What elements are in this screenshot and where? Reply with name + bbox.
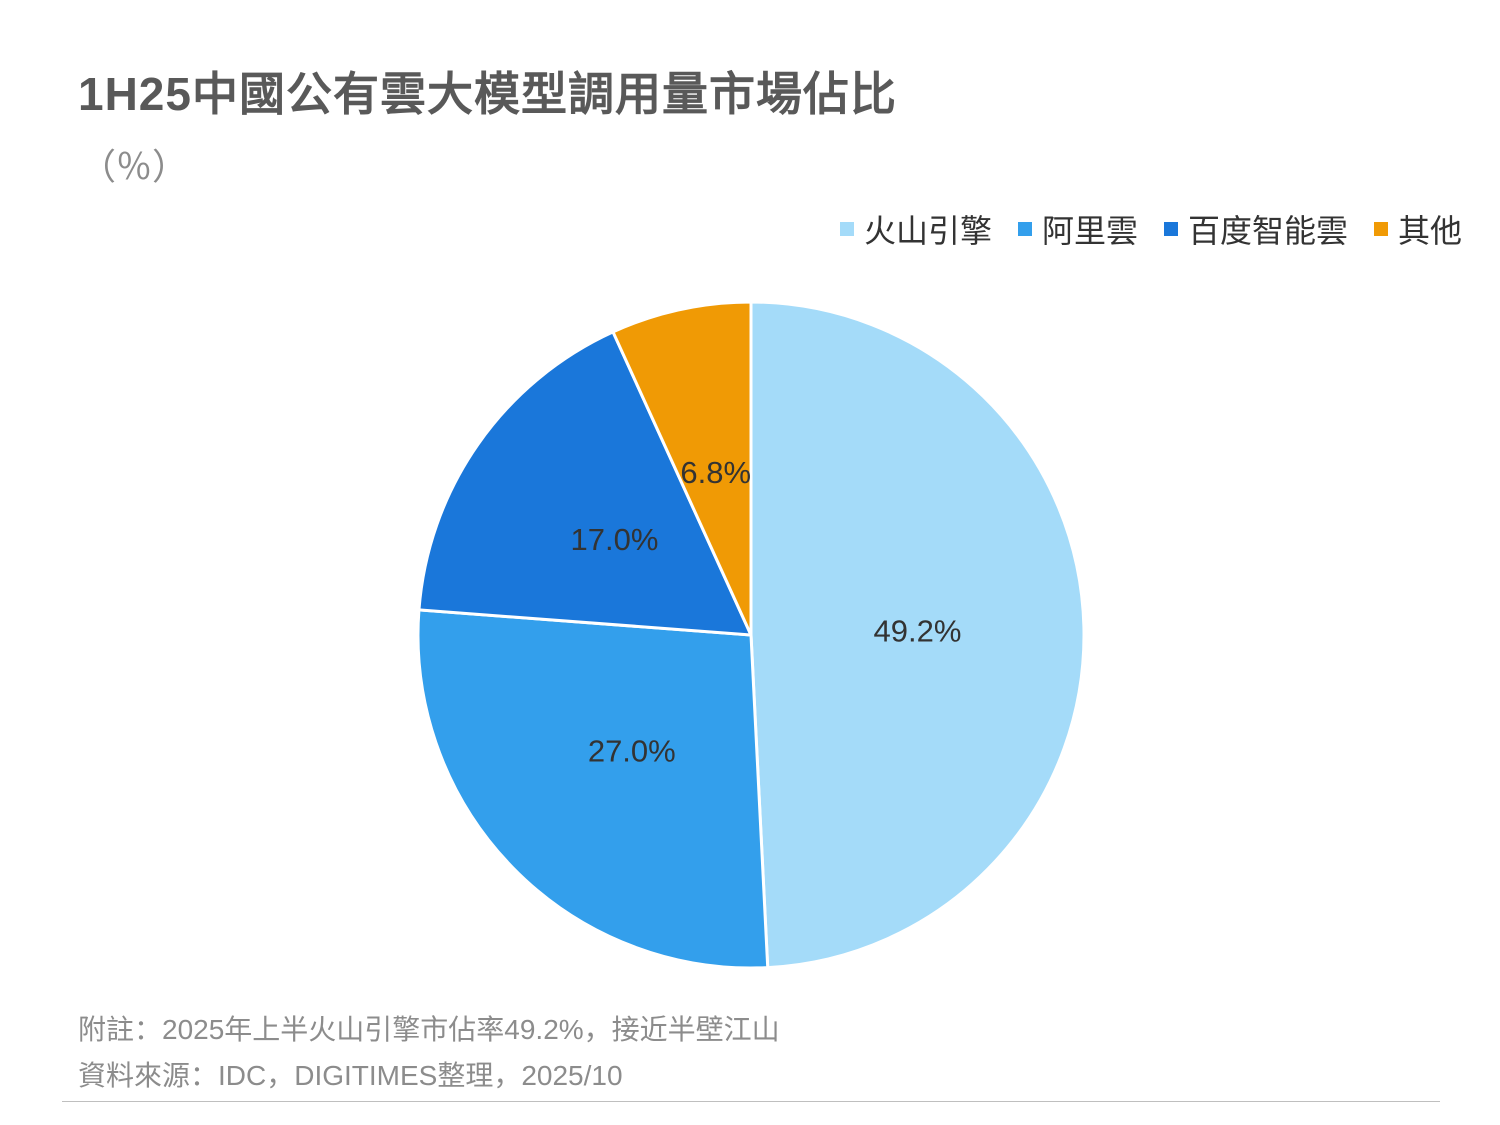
pie-slice-alibaba-cloud <box>416 608 770 970</box>
legend-item-others: 其他 <box>1373 206 1462 252</box>
legend-item-volcano-engine: 火山引擎 <box>839 206 992 252</box>
pie-slice-others <box>611 300 753 637</box>
chart-title: 1H25中國公有雲大模型調用量市場佔比 <box>78 68 897 120</box>
legend-swatch <box>839 222 854 236</box>
legend-label: 百度智能雲 <box>1187 213 1348 249</box>
legend-item-alibaba-cloud: 阿里雲 <box>1017 206 1138 252</box>
legend-swatch <box>1373 222 1388 236</box>
pie-data-label: 17.0% <box>571 522 659 557</box>
legend-swatch <box>1163 222 1178 236</box>
legend-swatch <box>1017 222 1032 236</box>
footer-divider <box>62 1101 1440 1102</box>
pie-slice-volcano-engine <box>749 300 1086 970</box>
legend-item-baidu-cloud: 百度智能雲 <box>1163 206 1348 252</box>
pie-data-label: 6.8% <box>680 455 751 490</box>
footnote-source: 資料來源：IDC，DIGITIMES整理，2025/10 <box>78 1060 623 1091</box>
pie-data-label: 27.0% <box>588 734 676 769</box>
legend-label: 火山引擎 <box>863 213 992 249</box>
footnote-note: 附註：2025年上半火山引擎市佔率49.2%，接近半壁江山 <box>78 1014 780 1045</box>
pie-data-label: 49.2% <box>873 613 961 648</box>
legend: 火山引擎 阿里雲 百度智能雲 其他 <box>839 206 1462 252</box>
chart-unit: （％） <box>80 146 189 187</box>
legend-label: 阿里雲 <box>1041 213 1138 249</box>
pie-slice-baidu-cloud <box>417 330 753 637</box>
legend-label: 其他 <box>1397 213 1462 249</box>
